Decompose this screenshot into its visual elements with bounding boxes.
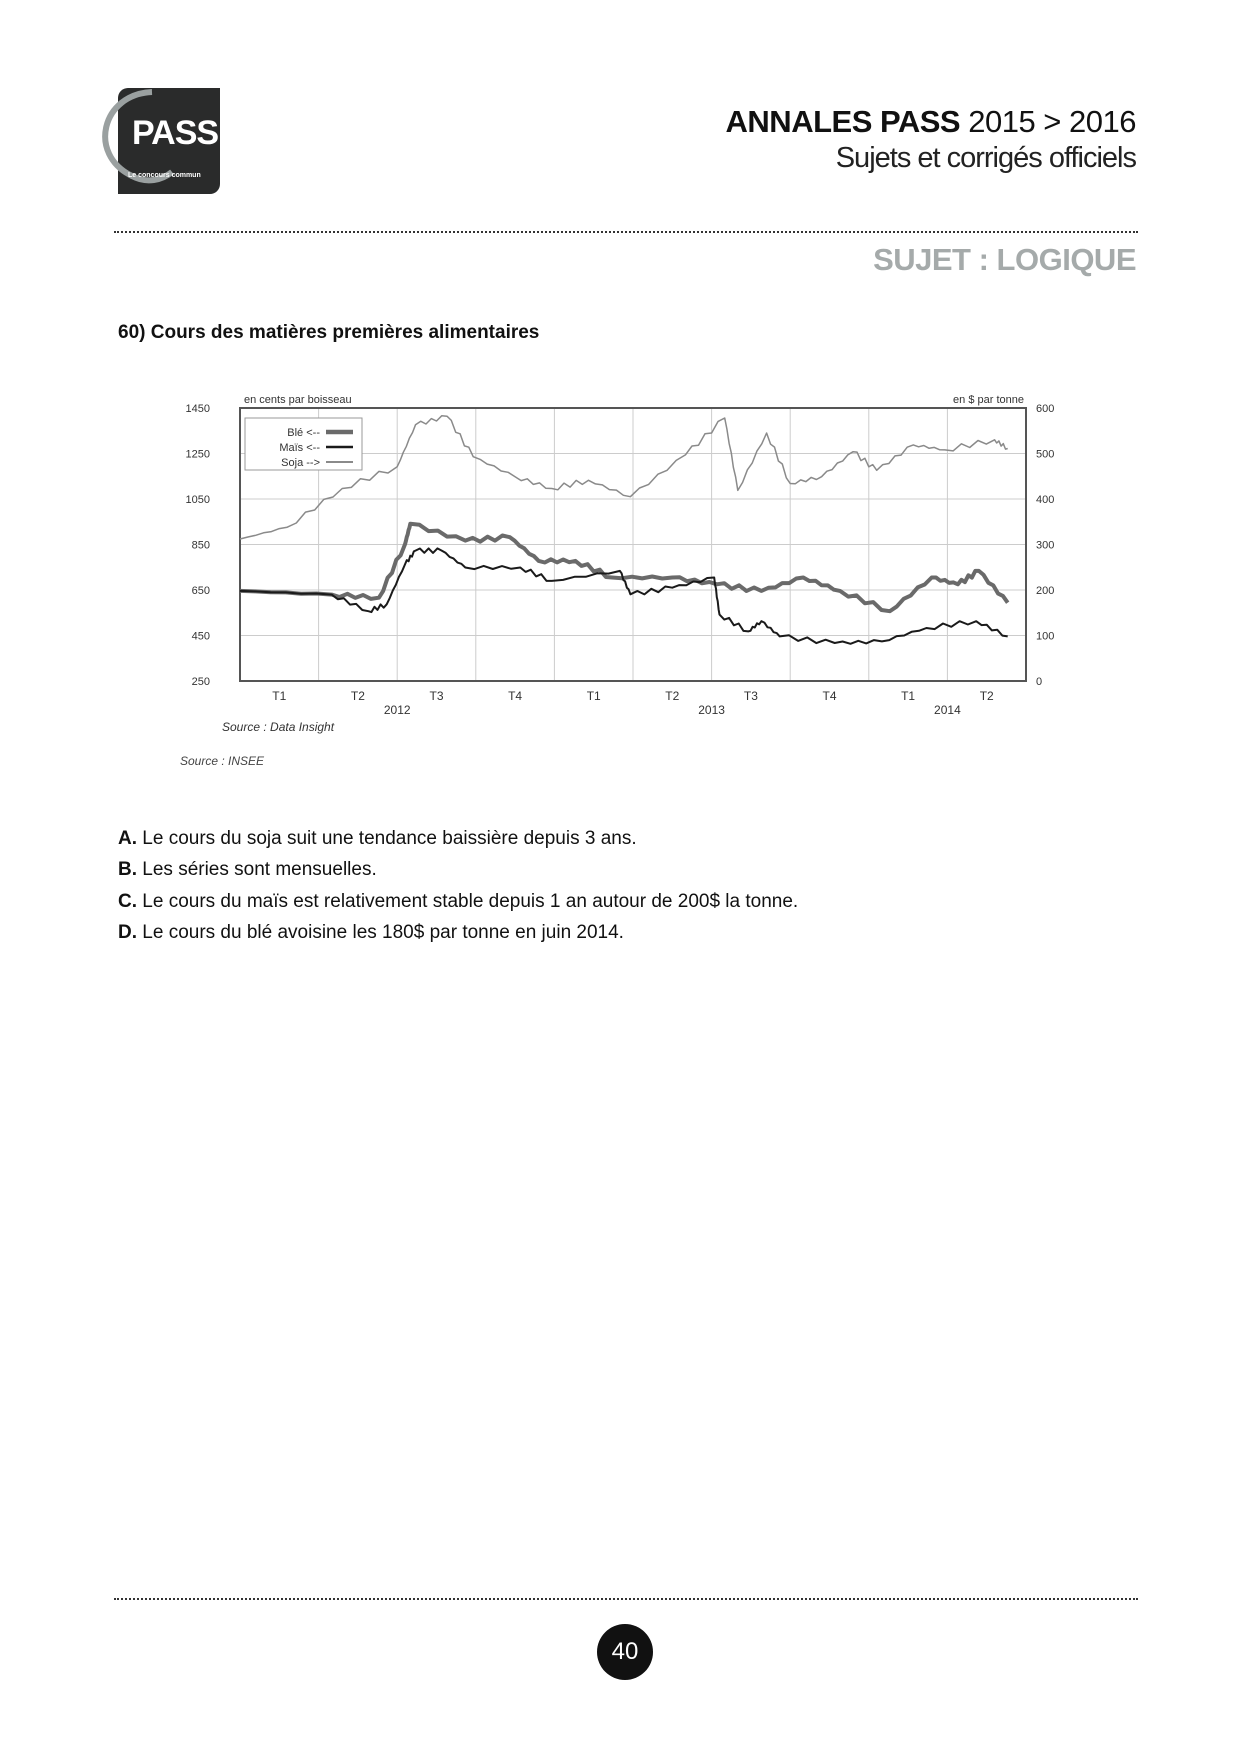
- option-letter: A.: [118, 828, 137, 849]
- option-d: D. Le cours du blé avoisine les 180$ par…: [118, 922, 624, 944]
- plot-frame: [239, 407, 1027, 682]
- series-line-maïs: [239, 547, 1008, 645]
- option-letter: B.: [118, 859, 137, 880]
- left-axis-unit: en cents par boisseau: [244, 394, 352, 406]
- chart-source: Source : Data Insight: [222, 720, 335, 734]
- option-text: Le cours du soja suit une tendance baiss…: [142, 828, 637, 849]
- logo-swoosh-icon: [102, 89, 174, 184]
- legend-label: Maïs <--: [279, 442, 320, 454]
- left-tick-label: 450: [192, 631, 210, 643]
- left-tick-label: 650: [192, 585, 210, 597]
- right-tick-label: 200: [1036, 585, 1054, 597]
- header-title: ANNALES PASS 2015 > 2016: [725, 104, 1137, 140]
- option-letter: C.: [118, 891, 137, 912]
- question-title: 60) Cours des matières premières aliment…: [118, 322, 540, 343]
- right-tick-label: 500: [1036, 449, 1054, 461]
- quarter-label: T2: [665, 689, 679, 703]
- right-tick-label: 0: [1036, 676, 1042, 688]
- left-tick-label: 1050: [186, 494, 210, 506]
- right-tick-label: 100: [1036, 631, 1054, 643]
- quarter-label: T2: [980, 689, 994, 703]
- logo-tagline: Le concours commun: [128, 172, 201, 179]
- right-tick-label: 600: [1036, 403, 1054, 415]
- quarter-label: T2: [351, 689, 365, 703]
- legend-label: Soja -->: [281, 457, 320, 469]
- page-number: 40: [597, 1624, 653, 1680]
- quarter-label: T4: [822, 689, 836, 703]
- right-tick-label: 400: [1036, 494, 1054, 506]
- commodity-price-chart: 250 450 650 850 1050 1250 1450 0 100 200 300 400 500…: [180, 394, 1054, 768]
- option-letter: D.: [118, 922, 137, 943]
- top-divider: [114, 231, 1138, 233]
- quarter-label: T4: [508, 689, 522, 703]
- option-text: Le cours du maïs est relativement stable…: [142, 891, 799, 912]
- year-label: 2013: [698, 703, 725, 717]
- left-tick-label: 1450: [186, 403, 210, 415]
- option-a: A. Le cours du soja suit une tendance ba…: [118, 828, 637, 850]
- quarter-label: T1: [272, 689, 286, 703]
- year-label: 2012: [384, 703, 411, 717]
- quarter-label: T3: [744, 689, 758, 703]
- header-subtitle: Sujets et corrigés officiels: [835, 142, 1137, 174]
- option-b: B. Les séries sont mensuelles.: [118, 859, 377, 881]
- left-tick-label: 250: [192, 676, 210, 688]
- series-line-soja: [239, 415, 1008, 540]
- logo-text: PASS: [132, 114, 219, 152]
- header-years: 2015 > 2016: [968, 104, 1136, 139]
- legend-label: Blé <--: [287, 427, 320, 439]
- header-title-bold: ANNALES PASS: [725, 104, 961, 139]
- right-axis-unit: en $ par tonne: [953, 394, 1024, 406]
- figure-source: Source : INSEE: [180, 754, 265, 768]
- quarter-label: T1: [901, 689, 915, 703]
- year-label: 2014: [934, 703, 961, 717]
- right-tick-label: 300: [1036, 540, 1054, 552]
- quarter-label: T3: [429, 689, 443, 703]
- series-line-blé: [239, 521, 1010, 614]
- pass-logo: PASS Le concours commun: [102, 88, 220, 194]
- option-c: C. Le cours du maïs est relativement sta…: [118, 891, 798, 913]
- quarter-label: T1: [587, 689, 601, 703]
- option-text: Les séries sont mensuelles.: [142, 859, 377, 880]
- bottom-divider: [114, 1598, 1138, 1600]
- left-tick-label: 850: [192, 540, 210, 552]
- subject-heading: SUJET : LOGIQUE: [873, 242, 1136, 277]
- option-text: Le cours du blé avoisine les 180$ par to…: [142, 922, 624, 943]
- left-tick-label: 1250: [186, 449, 210, 461]
